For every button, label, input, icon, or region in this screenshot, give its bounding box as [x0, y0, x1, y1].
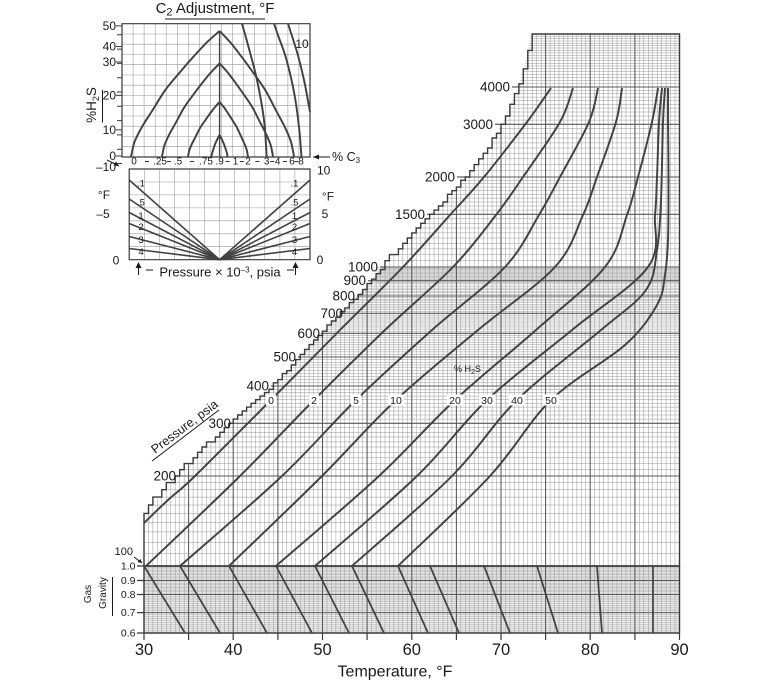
svg-text:60: 60: [403, 641, 421, 659]
svg-text:30: 30: [103, 55, 117, 69]
svg-text:0: 0: [131, 157, 137, 168]
svg-text:0: 0: [317, 253, 324, 267]
svg-text:0: 0: [113, 254, 120, 268]
svg-text:0.9: 0.9: [121, 575, 136, 587]
svg-text:30: 30: [135, 641, 153, 659]
svg-text:10: 10: [295, 37, 309, 51]
svg-text:–5: –5: [96, 207, 110, 221]
svg-text:1: 1: [292, 211, 297, 222]
svg-text:0.6: 0.6: [121, 628, 136, 640]
svg-text:0: 0: [109, 149, 116, 163]
svg-text:.5: .5: [174, 157, 183, 168]
svg-text:0.8: 0.8: [121, 589, 136, 601]
svg-text:.5: .5: [137, 198, 145, 209]
svg-text:20: 20: [103, 88, 117, 102]
svg-text:600: 600: [297, 326, 320, 341]
svg-text:Temperature, °F: Temperature, °F: [338, 664, 453, 681]
svg-text:4: 4: [275, 157, 281, 168]
svg-text:10: 10: [317, 164, 331, 178]
svg-text:50: 50: [545, 395, 557, 407]
svg-text:300: 300: [208, 416, 231, 431]
svg-text:.5: .5: [291, 198, 299, 209]
svg-text:% C3: % C3: [332, 150, 361, 165]
svg-text:80: 80: [581, 641, 599, 659]
svg-text:%H2S: %H2S: [84, 87, 101, 123]
svg-text:50: 50: [103, 19, 117, 33]
svg-text:2: 2: [138, 222, 143, 233]
svg-text:–10: –10: [96, 160, 116, 174]
svg-text:20: 20: [449, 395, 461, 407]
svg-text:0.7: 0.7: [121, 607, 136, 619]
svg-text:°F: °F: [98, 188, 110, 202]
svg-text:% H2S: % H2S: [454, 364, 481, 376]
svg-text:5: 5: [353, 395, 359, 407]
svg-text:1000: 1000: [348, 260, 378, 275]
svg-text:.25: .25: [153, 157, 167, 168]
svg-text:Pressure × 10–3, psia: Pressure × 10–3, psia: [159, 265, 281, 280]
svg-text:.75: .75: [199, 157, 213, 168]
svg-text:.9: .9: [215, 157, 224, 168]
svg-text:10: 10: [390, 395, 402, 407]
svg-text:100: 100: [115, 546, 133, 558]
svg-text:700: 700: [320, 306, 343, 321]
svg-text:Gravity: Gravity: [98, 577, 109, 609]
svg-text:5: 5: [322, 207, 329, 221]
svg-text:1.0: 1.0: [121, 561, 136, 573]
svg-text:40: 40: [224, 641, 242, 659]
svg-text:8: 8: [298, 157, 304, 168]
svg-text:400: 400: [246, 379, 269, 394]
svg-text:.1: .1: [291, 179, 299, 190]
svg-text:0: 0: [268, 395, 274, 407]
svg-text:2: 2: [292, 222, 297, 233]
svg-text:4000: 4000: [480, 80, 510, 95]
svg-text:40: 40: [511, 395, 523, 407]
svg-text:40: 40: [103, 40, 117, 54]
svg-text:1: 1: [138, 211, 143, 222]
svg-text:3: 3: [264, 157, 270, 168]
svg-text:200: 200: [153, 469, 176, 484]
svg-text:30: 30: [481, 395, 493, 407]
svg-text:4: 4: [292, 247, 297, 258]
svg-text:C2 Adjustment, °F: C2 Adjustment, °F: [156, 0, 275, 19]
svg-text:90: 90: [670, 641, 688, 659]
svg-text:3000: 3000: [463, 117, 493, 132]
svg-text:6: 6: [289, 157, 295, 168]
svg-text:1: 1: [233, 157, 239, 168]
svg-text:4: 4: [138, 247, 143, 258]
svg-text:10: 10: [103, 123, 117, 137]
svg-text:3: 3: [138, 235, 143, 246]
svg-text:2: 2: [245, 157, 251, 168]
svg-text:70: 70: [492, 641, 510, 659]
svg-text:°F: °F: [322, 190, 334, 204]
svg-text:3: 3: [292, 235, 297, 246]
svg-text:2: 2: [311, 395, 317, 407]
svg-text:1500: 1500: [395, 207, 425, 222]
svg-text:Gas: Gas: [83, 585, 94, 603]
svg-text:2000: 2000: [425, 170, 455, 185]
svg-text:500: 500: [273, 350, 296, 365]
svg-text:.1: .1: [137, 179, 145, 190]
svg-text:800: 800: [332, 289, 355, 304]
svg-text:900: 900: [343, 273, 366, 288]
svg-text:50: 50: [313, 641, 331, 659]
